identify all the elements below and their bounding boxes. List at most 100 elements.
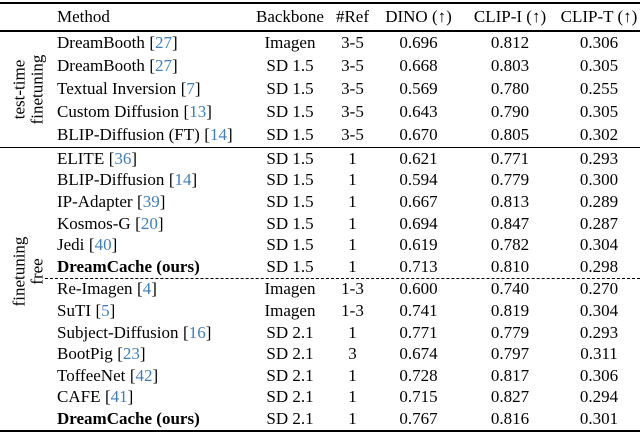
clip-t-cell: 0.289 [579,191,619,211]
dino-cell: 0.696 [399,33,438,53]
column-header-method: Method [57,7,110,27]
backbone-cell: SD 2.1 [266,365,314,385]
dashed-divider [45,277,640,279]
header-divider-rule [0,30,640,32]
method-cell: ELITE [36] [55,149,250,169]
citation-link[interactable]: 27 [155,56,172,76]
citation-link[interactable]: 42 [135,365,153,385]
clip-t-cell: 0.293 [579,148,619,168]
citation-link[interactable]: 20 [140,213,158,233]
method-cell: BLIP-Diffusion [14] [55,170,250,190]
backbone-cell: SD 1.5 [266,191,314,211]
citation-link[interactable]: 14 [209,125,227,145]
method-name: Re-Imagen [57,279,133,299]
ref-cell: 1 [348,408,357,428]
table-section: test-time finetuning DreamBooth [27] Imagen 3… [0,32,640,147]
citation-link[interactable]: 41 [110,387,128,407]
citation-bracket-close: ] [152,365,159,385]
clip-t-cell: 0.270 [579,279,619,299]
dino-cell: 0.713 [399,256,438,276]
ref-cell: 3-5 [341,33,364,53]
citation-link[interactable]: 14 [174,170,192,190]
backbone-cell: SD 2.1 [266,408,314,428]
clip-i-cell: 0.813 [490,191,530,211]
method-name: IP-Adapter [57,191,133,211]
citation-bracket-close: ] [194,79,201,99]
citation-link[interactable]: 16 [188,322,206,342]
citation-link[interactable]: 39 [142,191,160,211]
citation-bracket-open: [ [95,300,102,320]
table-row: DreamCache (ours) SD 1.5 1 0.713 0.810 0.298 [0,256,640,278]
clip-t-cell: 0.306 [579,33,619,53]
backbone-cell: SD 1.5 [266,79,314,99]
ref-cell: 1 [348,148,357,168]
dino-cell: 0.670 [399,125,438,145]
citation-bracket-open: [ [149,56,155,76]
citation-bracket-open: [ [180,79,187,99]
citation-link[interactable]: 40 [94,235,112,255]
ref-cell: 1 [348,322,357,342]
method-name: CAFE [57,387,101,407]
method-cell: ToffeeNet [42] [55,366,250,386]
citation-bracket-open: [ [129,365,136,385]
clip-t-cell: 0.305 [579,102,619,122]
dino-cell: 0.767 [399,408,438,428]
citation-bracket-open: [ [168,170,175,190]
citation-link[interactable]: 5 [101,300,110,320]
clip-i-cell: 0.819 [490,300,530,320]
ref-cell: 1-3 [341,300,364,320]
dino-cell: 0.667 [399,191,438,211]
ref-cell: 1-3 [341,279,364,299]
table-row: IP-Adapter [39] SD 1.5 1 0.667 0.813 0.289 [0,191,640,213]
citation-link[interactable]: 4 [142,279,152,299]
dino-cell: 0.600 [399,279,438,299]
table-header-row: Method Backbone #Ref DINO (↑) CLIP-I (↑)… [0,4,640,30]
clip-t-cell: 0.302 [579,125,619,145]
clip-i-cell: 0.803 [490,56,530,76]
clip-i-cell: 0.782 [490,235,530,255]
backbone-cell: SD 1.5 [266,213,314,233]
citation-bracket-close: ] [206,102,212,122]
citation-bracket-close: ] [109,300,116,320]
method-cell: Re-Imagen [4] [55,279,250,299]
method-cell: DreamBooth [27] [55,33,250,53]
method-cell: BLIP-Diffusion (FT) [14] [55,125,250,145]
table-row: DreamBooth [27] SD 1.5 3-5 0.668 0.803 0.305 [0,55,640,78]
citation-link[interactable]: 13 [189,102,207,122]
citation-link[interactable]: 7 [186,79,195,99]
backbone-cell: SD 1.5 [266,125,314,145]
method-name: BootPig [57,344,113,364]
table-row: SuTI [5] Imagen 1-3 0.741 0.819 0.304 [0,300,640,322]
citation-link[interactable]: 27 [155,33,172,53]
ref-cell: 1 [348,387,357,407]
citation-bracket-open: [ [137,191,143,211]
table-row: Subject-Diffusion [16] SD 2.1 1 0.771 0.779 0.… [0,322,640,344]
backbone-cell: SD 2.1 [266,387,314,407]
dino-cell: 0.643 [399,102,438,122]
ref-cell: 3-5 [341,102,364,122]
citation-bracket-close: ] [111,235,118,255]
citation-bracket-close: ] [131,148,138,168]
ref-cell: 1 [348,213,357,233]
method-name: SuTI [57,300,91,320]
citation-link[interactable]: 23 [122,344,140,364]
ref-cell: 1 [348,365,357,385]
clip-i-cell: 0.780 [490,79,530,99]
clip-t-cell: 0.311 [580,344,618,364]
column-header-clip-i: CLIP-I (↑) [473,7,547,27]
citation-bracket-close: ] [157,213,164,233]
clip-t-cell: 0.293 [579,322,619,342]
citation-link[interactable]: 36 [114,148,132,168]
citation-bracket-open: [ [137,279,143,299]
clip-i-cell: 0.827 [490,387,530,407]
clip-t-cell: 0.301 [579,408,619,428]
clip-i-cell: 0.810 [490,256,530,276]
clip-i-cell: 0.790 [490,102,530,122]
method-cell: IP-Adapter [39] [55,192,250,212]
table-top-rule [0,2,640,5]
dino-cell: 0.594 [399,170,438,190]
backbone-cell: SD 1.5 [266,56,314,76]
table-row: Kosmos-G [20] SD 1.5 1 0.694 0.847 0.287 [0,213,640,235]
citation-bracket-open: [ [204,125,210,145]
